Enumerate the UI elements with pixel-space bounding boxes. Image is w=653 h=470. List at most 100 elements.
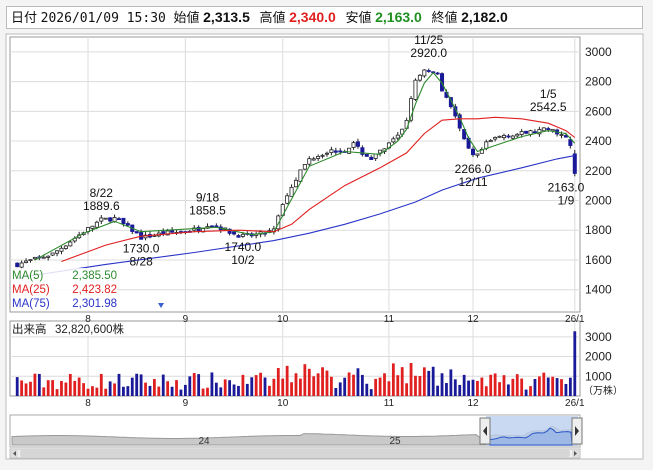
volume-bar xyxy=(542,372,546,396)
volume-bar xyxy=(546,377,550,396)
volume-label: 出来高 xyxy=(12,322,47,336)
x-tick-label: 12 xyxy=(467,314,479,325)
price-tick-label: 1800 xyxy=(585,223,612,237)
volume-bar xyxy=(82,383,85,396)
volume-x-tick-label: 8 xyxy=(85,398,91,409)
volume-bar xyxy=(445,383,448,396)
volume-bar xyxy=(400,367,404,396)
annotation-label: 2920.0 xyxy=(410,46,447,60)
volume-bar xyxy=(316,373,320,396)
volume-bar xyxy=(422,367,426,396)
annotation-label: 1740.0 xyxy=(225,240,262,254)
candle-body xyxy=(559,134,564,136)
candle-body xyxy=(125,223,130,226)
candle-body xyxy=(364,154,369,157)
candle-body xyxy=(338,150,343,153)
x-tick-label: 9 xyxy=(183,314,189,325)
candle-body xyxy=(369,156,374,160)
navigator-selected-series xyxy=(489,427,573,446)
navigator-left-handle[interactable] xyxy=(479,417,491,445)
scroll-right-icon xyxy=(574,451,577,456)
scrollbar[interactable] xyxy=(9,448,581,459)
navigator-label-25: 25 xyxy=(389,436,401,447)
volume-bar xyxy=(130,377,134,396)
volume-bar xyxy=(330,376,333,396)
volume-bar xyxy=(307,368,311,396)
volume-bar xyxy=(263,377,267,396)
candle-body xyxy=(50,252,55,256)
volume-bar xyxy=(228,380,232,396)
candle-body xyxy=(311,158,316,161)
volume-bar xyxy=(122,386,125,396)
candle-body xyxy=(484,141,489,149)
volume-bar xyxy=(449,369,453,396)
price-tick-label: 2800 xyxy=(585,75,612,89)
volume-x-tick-label: 10 xyxy=(277,398,289,409)
annotation-label: 1730.0 xyxy=(123,242,160,256)
candle-body xyxy=(320,154,325,157)
volume-bar xyxy=(365,383,369,396)
high-value: 2,340.0 xyxy=(289,9,336,25)
x-tick-label: 26/1 xyxy=(565,314,585,325)
volume-bar xyxy=(55,389,59,396)
volume-bar xyxy=(126,386,130,396)
high-label: 高値 xyxy=(259,10,286,25)
candle-body xyxy=(285,195,290,204)
volume-bar xyxy=(480,377,484,396)
ma5-value: 2,385.50 xyxy=(72,270,117,282)
volume-bar xyxy=(192,373,196,396)
volume-bar xyxy=(515,374,519,396)
volume-bar xyxy=(312,376,316,396)
scroll-thumb[interactable] xyxy=(20,450,570,457)
volume-bar xyxy=(551,376,555,396)
volume-bar xyxy=(409,362,413,396)
candle-body xyxy=(108,217,113,222)
candle-body xyxy=(209,225,214,228)
candle-body xyxy=(329,149,334,153)
navigator: 24 25 xyxy=(9,414,583,448)
volume-bar xyxy=(369,389,373,396)
navigator-right-handle[interactable] xyxy=(571,417,583,445)
candle-body xyxy=(32,256,37,260)
volume-bar xyxy=(529,386,532,396)
annotation-label: 1889.6 xyxy=(83,199,120,213)
volume-bar xyxy=(334,388,338,396)
volume-bar xyxy=(493,373,497,396)
volume-bar xyxy=(476,380,479,396)
candle-body xyxy=(409,98,414,121)
candle-body xyxy=(19,262,24,268)
price-tick-label: 1600 xyxy=(585,253,612,267)
ma75-label: MA(75) xyxy=(12,298,50,310)
volume-bar xyxy=(183,384,187,396)
volume-bar xyxy=(161,374,165,396)
price-tick-label: 1400 xyxy=(585,283,612,297)
annotation-label: 2163.0 xyxy=(548,180,585,194)
navigator-label-24: 24 xyxy=(198,436,210,447)
candle-body xyxy=(236,235,241,238)
volume-bar xyxy=(281,378,285,396)
volume-x-tick-label: 26/1 xyxy=(565,398,585,409)
volume-bar xyxy=(471,379,475,396)
candle-body xyxy=(121,217,126,225)
volume-value: 32,820,600株 xyxy=(55,322,125,336)
volume-bar xyxy=(347,372,351,396)
volume-bar xyxy=(564,383,568,396)
ma75-line xyxy=(17,155,575,279)
volume-bar xyxy=(197,374,201,396)
volume-bar xyxy=(139,374,143,396)
volume-bar xyxy=(219,387,223,396)
candle-body xyxy=(422,69,427,77)
candle-body xyxy=(333,150,338,153)
volume-bar xyxy=(427,370,431,396)
volume-bar xyxy=(374,378,378,396)
volume-bar xyxy=(51,380,55,396)
volume-bar xyxy=(46,380,50,396)
volume-bar xyxy=(241,374,245,396)
candle-body xyxy=(41,256,46,259)
volume-bar xyxy=(259,372,262,396)
volume-legend: 出来高 32,820,600株 xyxy=(11,322,141,336)
price-tick-label: 2000 xyxy=(585,194,612,208)
candle-body xyxy=(417,74,422,81)
